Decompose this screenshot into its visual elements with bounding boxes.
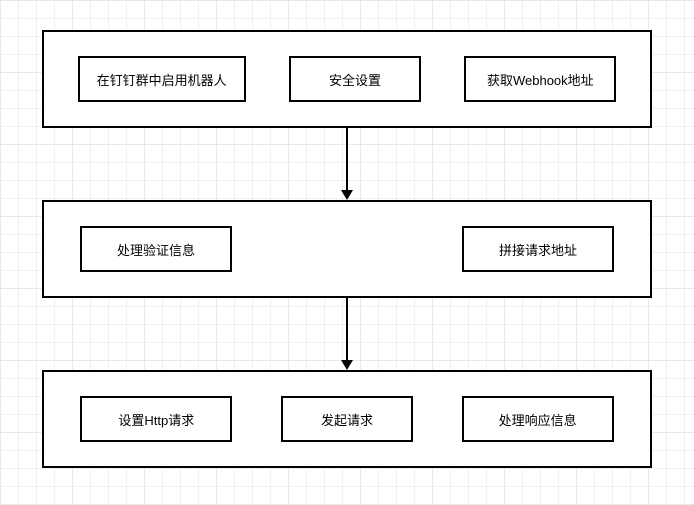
step-process-verification: 处理验证信息 [80, 226, 232, 272]
step-label: 处理响应信息 [499, 410, 577, 429]
step-enable-robot: 在钉钉群中启用机器人 [78, 56, 246, 102]
step-label: 拼接请求地址 [499, 240, 577, 259]
stage-2-container: 处理验证信息 拼接请求地址 [42, 200, 652, 298]
step-get-webhook: 获取Webhook地址 [464, 56, 616, 102]
step-handle-response: 处理响应信息 [462, 396, 614, 442]
stage-3-container: 设置Http请求 发起请求 处理响应信息 [42, 370, 652, 468]
stage-1-container: 在钉钉群中启用机器人 安全设置 获取Webhook地址 [42, 30, 652, 128]
step-label: 获取Webhook地址 [487, 70, 594, 89]
step-label: 处理验证信息 [117, 240, 195, 259]
step-send-request: 发起请求 [281, 396, 413, 442]
arrow-2-head [341, 360, 353, 370]
step-label: 发起请求 [321, 410, 373, 429]
step-concat-url: 拼接请求地址 [462, 226, 614, 272]
step-security-settings: 安全设置 [289, 56, 421, 102]
arrow-2-line [346, 298, 348, 360]
arrow-1-line [346, 128, 348, 190]
step-label: 在钉钉群中启用机器人 [97, 70, 227, 89]
step-setup-http-request: 设置Http请求 [80, 396, 232, 442]
arrow-1-head [341, 190, 353, 200]
step-label: 安全设置 [329, 70, 381, 89]
step-label: 设置Http请求 [118, 410, 194, 429]
